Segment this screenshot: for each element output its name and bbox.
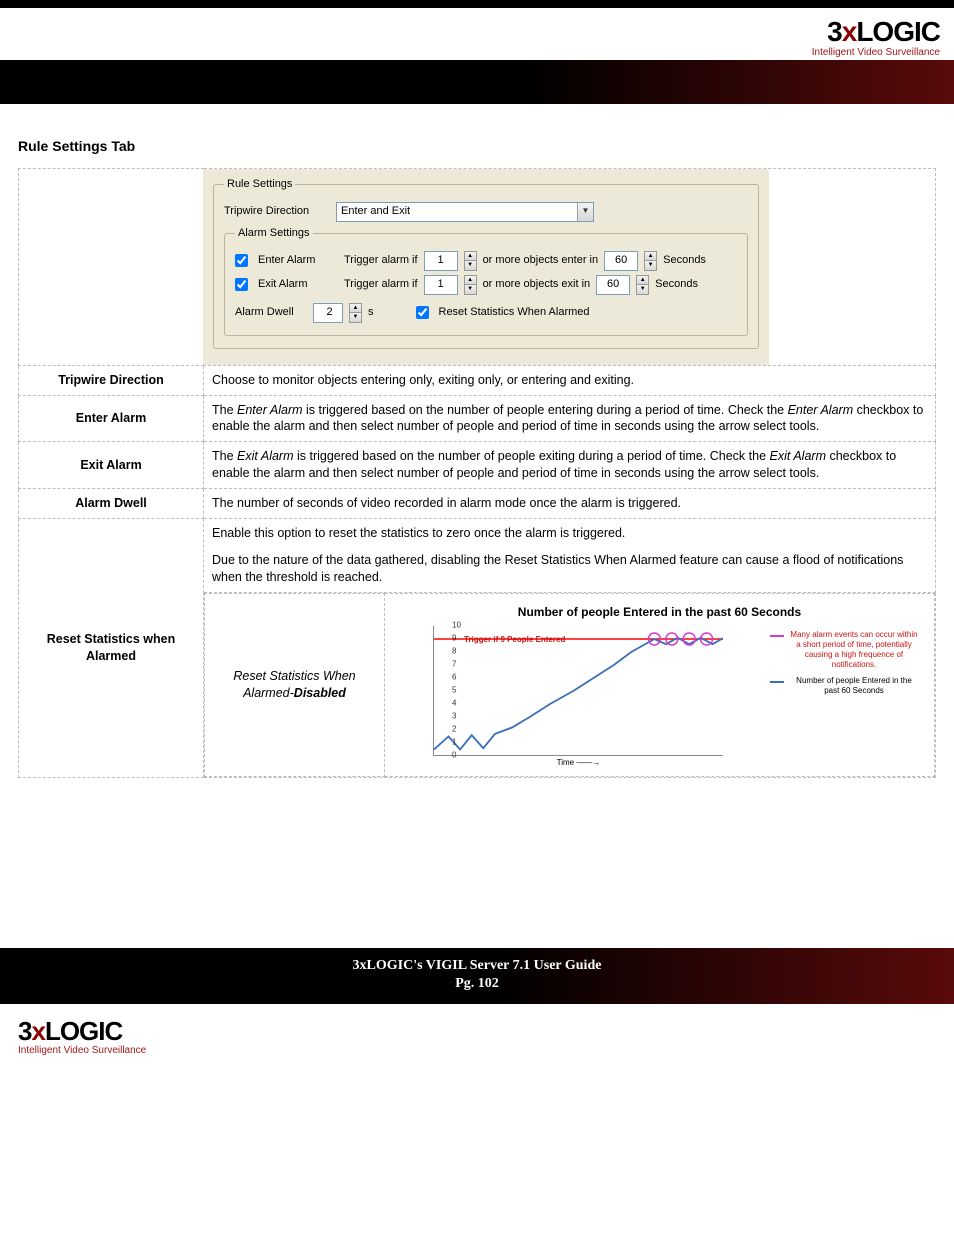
doc-table: Rule Settings Tripwire Direction Enter a… <box>18 168 936 778</box>
top-black-band <box>0 0 954 8</box>
brand-logo: 3xLOGIC Intelligent Video Surveillance <box>812 18 940 58</box>
logo-tagline: Intelligent Video Surveillance <box>812 48 940 58</box>
exit-alarm-checkbox[interactable] <box>235 278 248 291</box>
footer-page: Pg. 102 <box>0 976 954 992</box>
alarm-dwell-spinner[interactable]: ▲▼ <box>349 303 362 323</box>
row-label-tripwire: Tripwire Direction <box>19 365 204 395</box>
legend-swatch-1 <box>770 635 784 637</box>
reset-stats-checkbox[interactable] <box>416 306 429 319</box>
legend-item-2: Number of people Entered in the past 60 … <box>770 676 920 696</box>
row-text-alarm-dwell: The number of seconds of video recorded … <box>204 489 936 519</box>
footer-brand-logo: 3xLOGIC Intelligent Video Surveillance <box>18 1018 146 1056</box>
reset-stats-inner-cell: Reset Statistics When Alarmed-Disabled N… <box>204 592 936 777</box>
alarm-settings-legend: Alarm Settings <box>235 226 313 241</box>
row-text-tripwire: Choose to monitor objects entering only,… <box>204 365 936 395</box>
enter-seconds-spinner[interactable]: ▲▼ <box>644 251 657 271</box>
row-label-alarm-dwell: Alarm Dwell <box>19 489 204 519</box>
row-label-exit-alarm: Exit Alarm <box>19 442 204 489</box>
rule-settings-legend: Rule Settings <box>224 177 295 192</box>
rule-settings-fieldset: Rule Settings Tripwire Direction Enter a… <box>213 177 759 349</box>
logo-three: 3 <box>827 16 842 47</box>
reset-stats-inner-grid: Reset Statistics When Alarmed-Disabled N… <box>204 593 935 777</box>
enter-alarm-label: Enter Alarm <box>258 253 338 268</box>
trigger-prefix-2: Trigger alarm if <box>344 277 418 292</box>
tripwire-direction-label: Tripwire Direction <box>224 204 330 219</box>
chevron-down-icon[interactable]: ▼ <box>577 203 593 221</box>
seconds-label-2: Seconds <box>655 277 698 292</box>
footer-bar: 3xLOGIC's VIGIL Server 7.1 User Guide Pg… <box>0 948 954 1004</box>
alarm-settings-fieldset: Alarm Settings Enter Alarm Trigger alarm… <box>224 226 748 336</box>
chart-title: Number of people Entered in the past 60 … <box>393 600 926 622</box>
row-text-exit-alarm: The Exit Alarm is triggered based on the… <box>204 442 936 489</box>
footer-title: 3xLOGIC's VIGIL Server 7.1 User Guide <box>353 958 602 973</box>
people-chart: Number of people Entered in the past 60 … <box>393 600 926 770</box>
enter-seconds-input[interactable]: 60 <box>604 251 638 271</box>
enter-count-input[interactable]: 1 <box>424 251 458 271</box>
row-label-reset-stats: Reset Statistics when Alarmed <box>19 518 204 777</box>
enter-mid-text: or more objects enter in <box>483 253 599 268</box>
row-text-enter-alarm: The Enter Alarm is triggered based on th… <box>204 395 936 442</box>
alarm-dwell-label: Alarm Dwell <box>235 305 307 320</box>
header-logo-row: 3xLOGIC Intelligent Video Surveillance <box>0 12 954 60</box>
enter-alarm-checkbox[interactable] <box>235 254 248 267</box>
dwell-unit: s <box>368 305 374 320</box>
screenshot-cell: Rule Settings Tripwire Direction Enter a… <box>19 169 936 366</box>
row-label-enter-alarm: Enter Alarm <box>19 395 204 442</box>
exit-count-input[interactable]: 1 <box>424 275 458 295</box>
tripwire-direction-value: Enter and Exit <box>341 204 410 219</box>
section-title: Rule Settings Tab <box>18 138 936 154</box>
exit-alarm-label: Exit Alarm <box>258 277 338 292</box>
chart-area: Time ——→ 012345678910Trigger if 9 People… <box>433 626 723 756</box>
reset-stats-caption: Reset Statistics When Alarmed-Disabled <box>205 593 385 776</box>
legend-text-1: Many alarm events can occur within a sho… <box>788 630 920 670</box>
trigger-prefix: Trigger alarm if <box>344 253 418 268</box>
legend-item-1: Many alarm events can occur within a sho… <box>770 630 920 670</box>
row-text-reset-stats: Enable this option to reset the statisti… <box>204 518 936 592</box>
chart-cell: Number of people Entered in the past 60 … <box>385 593 935 776</box>
exit-seconds-input[interactable]: 60 <box>596 275 630 295</box>
alarm-dwell-input[interactable]: 2 <box>313 303 343 323</box>
header-dark-bar <box>0 60 954 104</box>
chart-legend: Many alarm events can occur within a sho… <box>770 630 920 702</box>
footer-logo-row: 3xLOGIC Intelligent Video Surveillance <box>0 1004 954 1074</box>
seconds-label: Seconds <box>663 253 706 268</box>
exit-count-spinner[interactable]: ▲▼ <box>464 275 477 295</box>
legend-text-2: Number of people Entered in the past 60 … <box>788 676 920 696</box>
exit-mid-text: or more objects exit in <box>483 277 591 292</box>
x-axis-label: Time ——→ <box>557 758 601 769</box>
enter-count-spinner[interactable]: ▲▼ <box>464 251 477 271</box>
rule-settings-panel: Rule Settings Tripwire Direction Enter a… <box>203 169 769 365</box>
exit-seconds-spinner[interactable]: ▲▼ <box>636 275 649 295</box>
legend-swatch-2 <box>770 681 784 683</box>
logo-x: x <box>842 16 857 47</box>
logo-logic: LOGIC <box>856 16 940 47</box>
reset-stats-label: Reset Statistics When Alarmed <box>439 305 590 320</box>
tripwire-direction-combo[interactable]: Enter and Exit ▼ <box>336 202 594 222</box>
